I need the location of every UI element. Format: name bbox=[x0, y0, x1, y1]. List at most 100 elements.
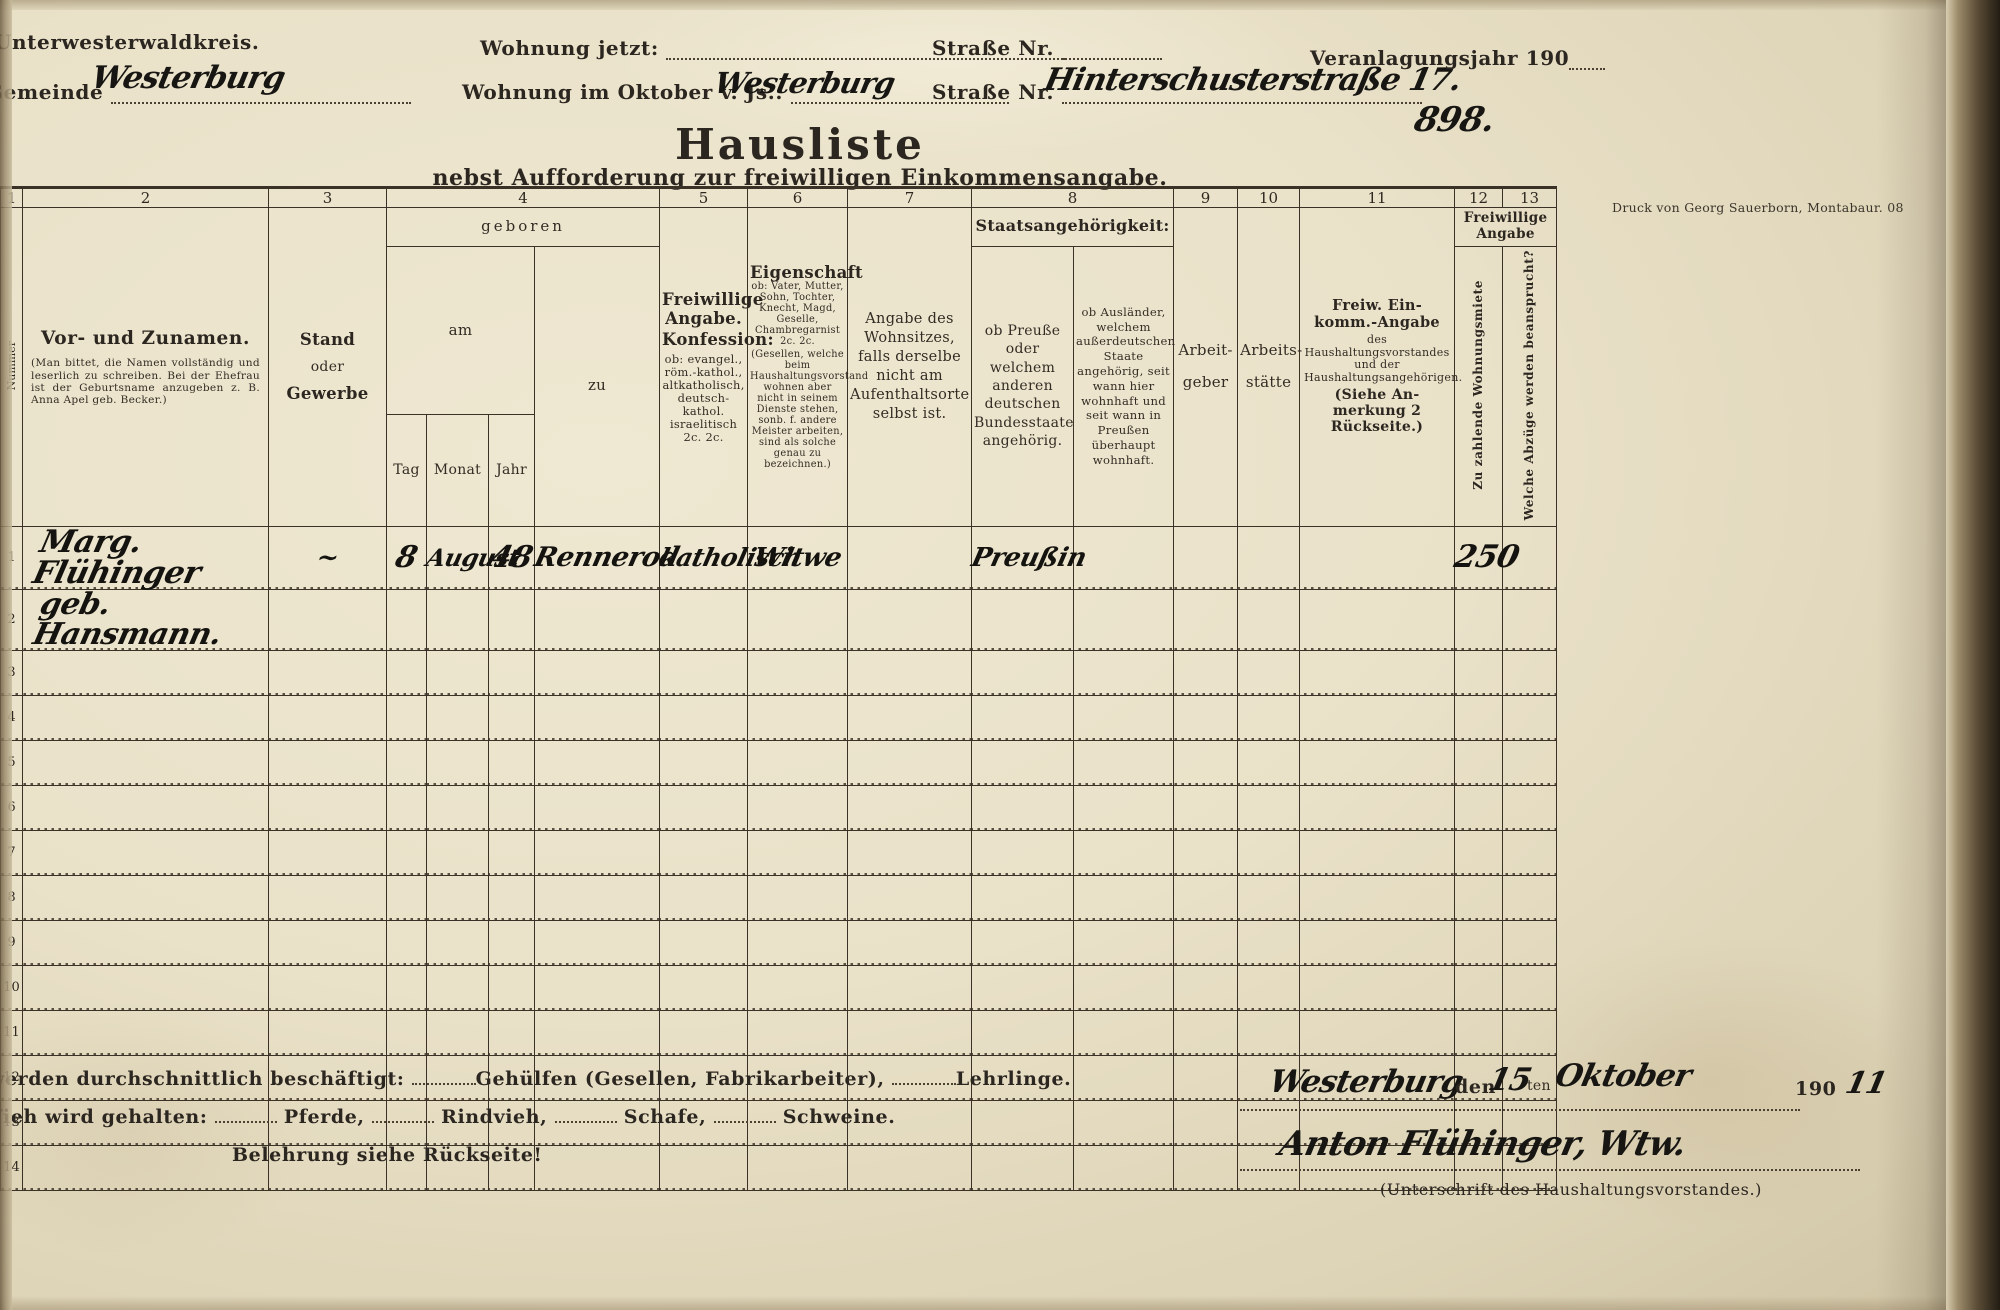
cell-arbeitsstaette[interactable] bbox=[1237, 964, 1301, 1011]
cell-name[interactable] bbox=[22, 649, 269, 696]
cell-staat-preusse[interactable] bbox=[971, 964, 1075, 1011]
cell-monat[interactable] bbox=[426, 919, 489, 966]
cell-staat-auslaender[interactable] bbox=[1073, 919, 1175, 966]
cell-jahr[interactable] bbox=[488, 874, 535, 921]
cell-staat-auslaender[interactable] bbox=[1073, 829, 1175, 876]
cell-jahr[interactable] bbox=[488, 649, 535, 696]
footer-pferde-blank[interactable] bbox=[214, 1120, 277, 1123]
cell-jahr[interactable] bbox=[488, 694, 535, 741]
cell-jahr[interactable] bbox=[488, 829, 535, 876]
cell-tag[interactable] bbox=[386, 874, 427, 921]
cell-geburtsort[interactable] bbox=[533, 694, 661, 741]
table-row[interactable]: 4 bbox=[0, 694, 1558, 741]
cell-monat[interactable] bbox=[426, 739, 489, 786]
cell-eigenschaft[interactable] bbox=[747, 874, 849, 921]
cell-staat-preusse[interactable] bbox=[971, 739, 1075, 786]
cell-arbeitsstaette[interactable] bbox=[1237, 739, 1301, 786]
cell-geburtsort[interactable] bbox=[533, 1009, 661, 1056]
cell-arbeitsstaette[interactable] bbox=[1237, 1054, 1301, 1101]
cell-name[interactable] bbox=[22, 919, 269, 966]
cell-arbeitgeber[interactable] bbox=[1173, 1009, 1239, 1056]
cell-jahr[interactable] bbox=[488, 1009, 535, 1056]
cell-staat-auslaender[interactable] bbox=[1073, 784, 1175, 831]
cell-arbeitgeber[interactable] bbox=[1173, 964, 1239, 1011]
cell-einkommen[interactable] bbox=[1299, 588, 1456, 651]
cell-eigenschaft[interactable] bbox=[747, 829, 849, 876]
cell-einkommen[interactable] bbox=[1299, 1099, 1456, 1146]
cell-wohnsitz[interactable] bbox=[847, 525, 973, 590]
cell-arbeitsstaette[interactable] bbox=[1237, 1144, 1301, 1191]
cell-monat[interactable] bbox=[426, 874, 489, 921]
cell-jahr[interactable] bbox=[488, 784, 535, 831]
cell-eigenschaft[interactable]: Witwe bbox=[747, 525, 849, 590]
cell-tag[interactable] bbox=[386, 784, 427, 831]
cell-geburtsort[interactable] bbox=[533, 874, 661, 921]
cell-konfession[interactable]: katholisch bbox=[657, 525, 805, 590]
cell-staat-preusse[interactable] bbox=[971, 588, 1075, 651]
cell-arbeitgeber[interactable] bbox=[1173, 1144, 1239, 1191]
cell-stand[interactable] bbox=[268, 1099, 387, 1146]
table-row[interactable]: 1 Marg. Flühinger ~ 8 August 48 Rennerod… bbox=[0, 524, 1558, 591]
cell-staat-preusse[interactable] bbox=[971, 1144, 1075, 1191]
cell-eigenschaft[interactable] bbox=[747, 694, 849, 741]
table-row[interactable]: 8 bbox=[0, 874, 1558, 921]
cell-wohnsitz[interactable] bbox=[847, 919, 973, 966]
cell-tag[interactable] bbox=[386, 964, 427, 1011]
cell-arbeitgeber[interactable] bbox=[1173, 588, 1239, 651]
cell-stand[interactable] bbox=[268, 784, 387, 831]
cell-eigenschaft[interactable] bbox=[747, 649, 849, 696]
cell-jahr[interactable] bbox=[488, 919, 535, 966]
cell-abzuege[interactable] bbox=[1502, 919, 1558, 966]
cell-wohnungsmiete[interactable] bbox=[1454, 964, 1504, 1011]
cell-monat[interactable] bbox=[426, 784, 489, 831]
cell-abzuege[interactable] bbox=[1502, 739, 1558, 786]
cell-stand[interactable]: ~ bbox=[268, 525, 387, 590]
cell-eigenschaft[interactable] bbox=[747, 588, 849, 651]
cell-einkommen[interactable] bbox=[1299, 874, 1456, 921]
cell-jahr[interactable] bbox=[488, 739, 535, 786]
table-row[interactable]: 3 bbox=[0, 649, 1558, 696]
cell-stand[interactable] bbox=[268, 739, 387, 786]
cell-abzuege[interactable] bbox=[1502, 874, 1558, 921]
cell-wohnungsmiete[interactable] bbox=[1454, 829, 1504, 876]
cell-abzuege[interactable] bbox=[1502, 784, 1558, 831]
cell-jahr[interactable]: 48 bbox=[487, 525, 536, 590]
cell-jahr[interactable] bbox=[488, 1054, 535, 1101]
cell-tag[interactable] bbox=[386, 829, 427, 876]
cell-wohnsitz[interactable] bbox=[847, 874, 973, 921]
cell-arbeitgeber[interactable] bbox=[1173, 694, 1239, 741]
table-row[interactable]: 5 bbox=[0, 739, 1558, 786]
cell-name[interactable] bbox=[22, 964, 269, 1011]
cell-arbeitsstaette[interactable] bbox=[1237, 649, 1301, 696]
cell-konfession[interactable] bbox=[659, 739, 749, 786]
cell-einkommen[interactable] bbox=[1299, 829, 1456, 876]
cell-name[interactable] bbox=[22, 694, 269, 741]
cell-stand[interactable] bbox=[268, 919, 387, 966]
cell-konfession[interactable] bbox=[659, 1054, 749, 1101]
cell-wohnungsmiete[interactable] bbox=[1454, 784, 1504, 831]
cell-staat-auslaender[interactable] bbox=[1073, 588, 1175, 651]
cell-tag[interactable] bbox=[386, 1009, 427, 1056]
cell-wohnsitz[interactable] bbox=[847, 784, 973, 831]
cell-staat-preusse[interactable] bbox=[971, 784, 1075, 831]
cell-eigenschaft[interactable] bbox=[747, 739, 849, 786]
cell-staat-preusse[interactable] bbox=[971, 649, 1075, 696]
cell-einkommen[interactable] bbox=[1299, 739, 1456, 786]
cell-wohnungsmiete[interactable] bbox=[1454, 1099, 1504, 1146]
cell-abzuege[interactable] bbox=[1502, 829, 1558, 876]
cell-tag[interactable] bbox=[386, 919, 427, 966]
cell-geburtsort[interactable] bbox=[533, 919, 661, 966]
cell-monat[interactable]: August bbox=[424, 525, 522, 590]
cell-geburtsort[interactable] bbox=[533, 964, 661, 1011]
cell-arbeitgeber[interactable] bbox=[1173, 829, 1239, 876]
cell-wohnungsmiete[interactable]: 250 bbox=[1451, 525, 1523, 590]
cell-staat-auslaender[interactable] bbox=[1073, 1144, 1175, 1191]
cell-eigenschaft[interactable] bbox=[747, 1054, 849, 1101]
cell-staat-auslaender[interactable] bbox=[1073, 964, 1175, 1011]
cell-jahr[interactable] bbox=[488, 964, 535, 1011]
cell-staat-auslaender[interactable] bbox=[1073, 694, 1175, 741]
cell-abzuege[interactable] bbox=[1502, 588, 1558, 651]
cell-wohnsitz[interactable] bbox=[847, 1054, 973, 1101]
cell-konfession[interactable] bbox=[659, 919, 749, 966]
cell-konfession[interactable] bbox=[659, 1009, 749, 1056]
